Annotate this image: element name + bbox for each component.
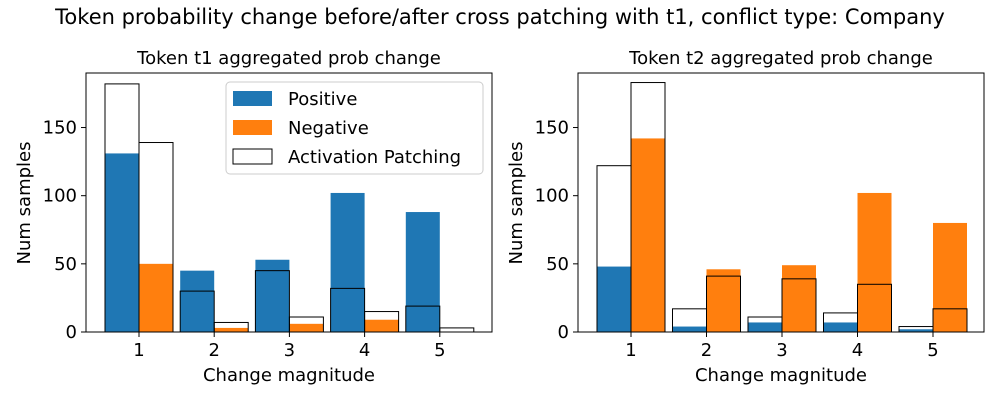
- x-tick-label-t2-3: 3: [776, 340, 787, 361]
- bar-negative-t1-2: [214, 327, 249, 332]
- x-axis-label-t2: Change magnitude: [695, 365, 867, 386]
- chart-t1: Token t1 aggregated prob change Change m…: [14, 48, 493, 386]
- y-tick-label-t1-150: 150: [43, 118, 77, 139]
- legend-label-positive: Positive: [288, 89, 357, 110]
- legend: Positive Negative Activation Patching: [225, 81, 484, 175]
- y-tick-label-t1-50: 50: [54, 254, 77, 275]
- figure-suptitle: Token probability change before/after cr…: [54, 5, 945, 29]
- y-tick-label-t2-50: 50: [546, 254, 569, 275]
- x-tick-label-t1-1: 1: [133, 340, 144, 361]
- bar-positive-t2-2: [672, 326, 707, 332]
- bar-negative-t2-1: [631, 138, 665, 332]
- bars-t1: [104, 83, 475, 333]
- bar-positive-t1-3: [255, 259, 290, 332]
- x-tick-label-t2-5: 5: [927, 340, 938, 361]
- x-tick-label-t1-5: 5: [434, 340, 445, 361]
- bar-positive-t1-2: [180, 270, 215, 332]
- chart-title-t1: Token t1 aggregated prob change: [136, 48, 441, 69]
- x-tick-label-t2-1: 1: [625, 340, 636, 361]
- chart-t2: Token t2 aggregated prob change Change m…: [506, 48, 985, 386]
- legend-swatch-positive: [233, 91, 272, 106]
- bar-positive-t1-5: [405, 212, 440, 332]
- bar-positive-t1-4: [330, 192, 365, 332]
- legend-swatch-negative: [233, 120, 272, 135]
- bars-t2: [596, 82, 968, 333]
- axes-frame-t1: [85, 72, 493, 333]
- axes-frame-t2: [577, 72, 985, 333]
- y-tick-label-t2-100: 100: [535, 186, 569, 207]
- x-axis-label-t1: Change magnitude: [203, 365, 375, 386]
- bar-positive-t2-4: [823, 322, 858, 332]
- y-tick-label-t2-150: 150: [535, 118, 569, 139]
- x-tick-label-t2-4: 4: [852, 340, 863, 361]
- y-tick-label-t1-100: 100: [43, 186, 77, 207]
- x-tick-label-t1-4: 4: [359, 340, 370, 361]
- legend-label-negative: Negative: [288, 118, 369, 139]
- bar-patching-negative-t1-5: [439, 327, 475, 333]
- bar-negative-t2-5: [933, 222, 967, 332]
- y-tick-label-t2-0: 0: [558, 322, 569, 343]
- bar-positive-t2-1: [597, 266, 631, 332]
- legend-swatch-patching: [232, 148, 273, 165]
- bar-positive-t2-3: [748, 322, 782, 332]
- bar-negative-t1-3: [289, 323, 324, 332]
- bar-positive-t2-5: [899, 329, 933, 332]
- x-tick-label-t2-2: 2: [701, 340, 712, 361]
- y-tick-label-t1-0: 0: [66, 322, 77, 343]
- legend-frame: [225, 81, 484, 175]
- bar-negative-t2-4: [857, 192, 892, 332]
- bar-negative-t2-3: [782, 265, 816, 332]
- chart-title-t2: Token t2 aggregated prob change: [628, 48, 933, 69]
- bar-negative-t1-1: [139, 263, 173, 332]
- bar-negative-t2-2: [706, 269, 741, 332]
- y-axis-label-t1: Num samples: [14, 142, 35, 265]
- y-axis-label-t2: Num samples: [506, 142, 527, 265]
- legend-label-patching: Activation Patching: [288, 147, 461, 168]
- x-tick-label-t1-3: 3: [284, 340, 295, 361]
- x-tick-label-t1-2: 2: [208, 340, 219, 361]
- bar-negative-t1-4: [364, 319, 399, 332]
- bar-positive-t1-1: [105, 153, 139, 332]
